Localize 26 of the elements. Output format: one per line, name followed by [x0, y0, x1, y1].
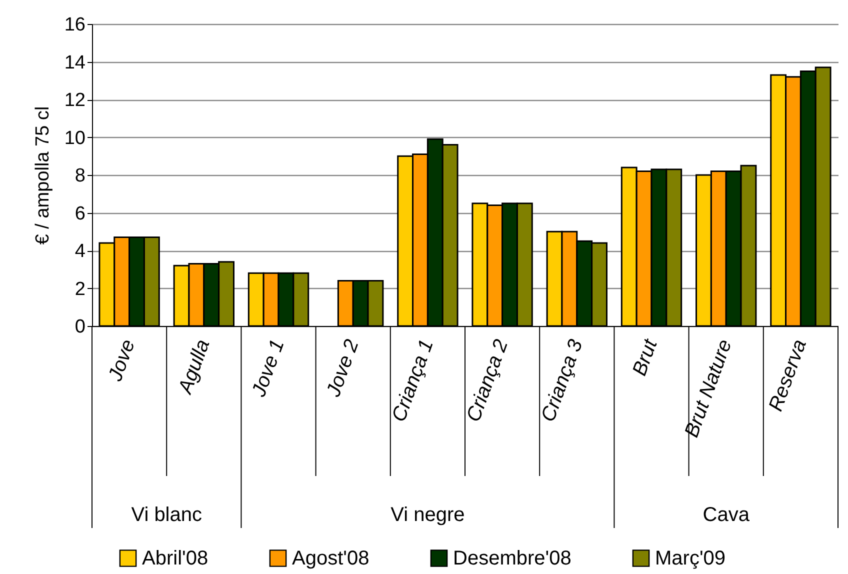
y-tick-label: 12 [64, 90, 86, 111]
x-tick-label: Jove [104, 336, 140, 385]
x-tick-label: Criança 3 [537, 336, 588, 425]
text: Cava [702, 504, 750, 526]
x-tick-label: Agulla [174, 336, 214, 398]
text: Vi negre [390, 504, 465, 526]
x-tick-label: Criança 1 [388, 336, 438, 425]
y-tick-label: 8 [74, 166, 86, 186]
x-tick-label: Brut Nature [680, 336, 736, 440]
text: Vi blanc [131, 504, 202, 526]
x-tick-label: Brut [628, 335, 662, 379]
y-axis-title: € / ampolla 75 cl [32, 106, 54, 245]
legend-label: Març'09 [655, 547, 726, 570]
legend-label: Desembre'08 [453, 547, 572, 570]
x-tick-label: Criança 2 [462, 336, 513, 425]
legend-label: Abril'08 [142, 547, 208, 570]
y-tick-label: 2 [74, 278, 86, 300]
x-tick-label: Jove 1 [248, 336, 289, 401]
y-tick-label: 14 [64, 52, 86, 74]
x-tick-label: Jove 2 [322, 336, 364, 401]
y-tick-label: 16 [64, 14, 86, 36]
legend-label: Agost'08 [292, 547, 370, 570]
y-tick-label: 6 [74, 203, 86, 224]
y-tick-label: 4 [74, 241, 86, 262]
y-tick-label: 0 [74, 316, 86, 338]
y-tick-label: 10 [64, 128, 86, 149]
